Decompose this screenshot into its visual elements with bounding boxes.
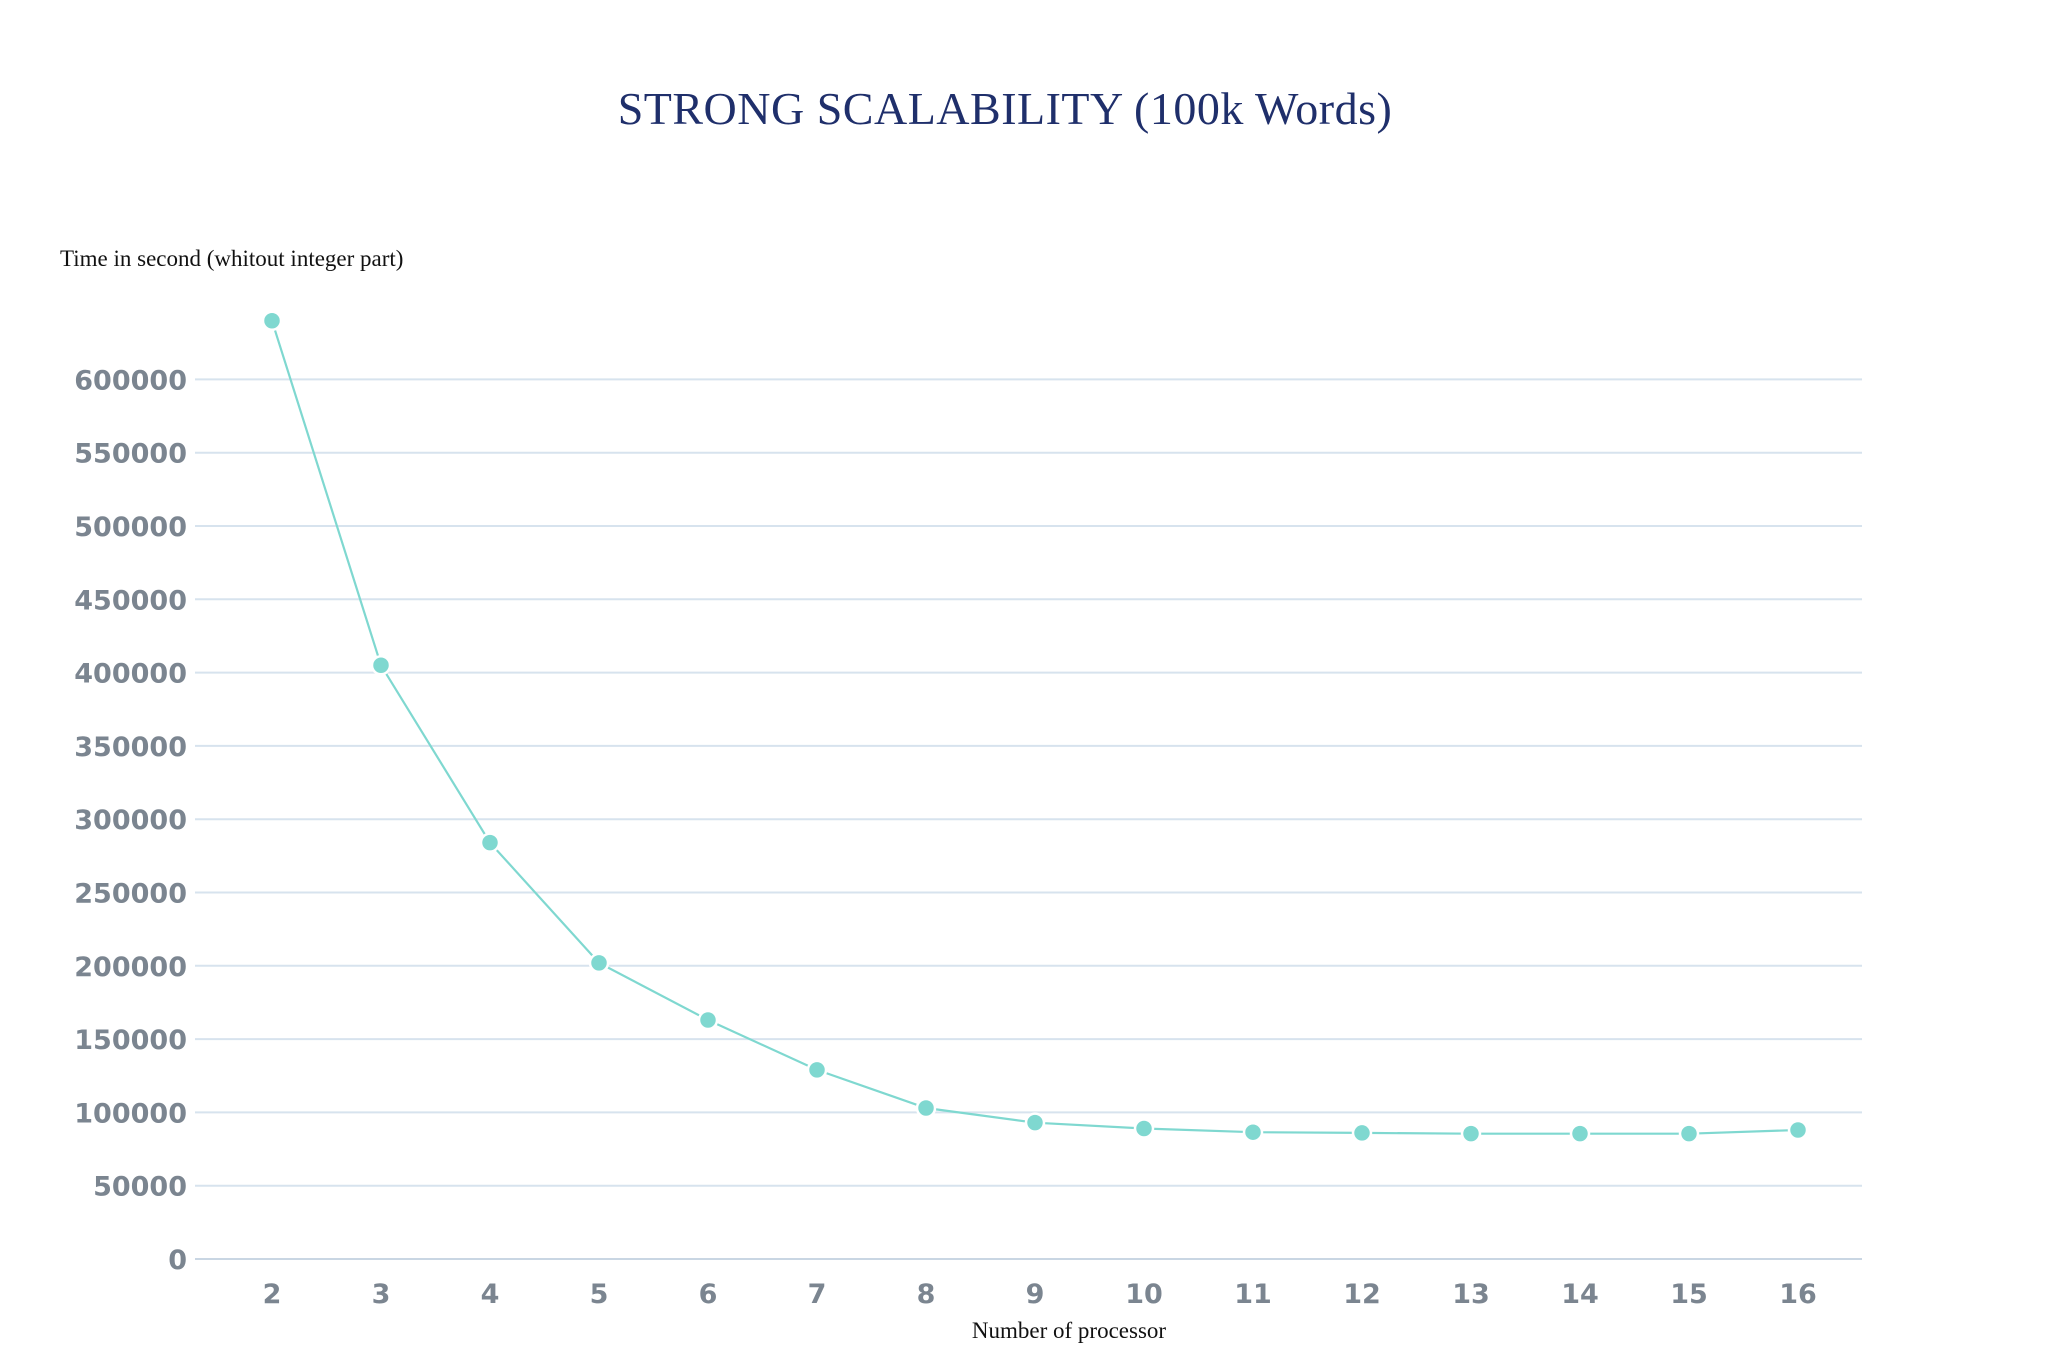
series-line [270, 320, 1799, 1135]
data-point [697, 1009, 719, 1031]
y-tick-label: 250000 [74, 879, 187, 910]
y-tick-label: 600000 [74, 365, 187, 396]
chart-title: STRONG SCALABILITY (100k Words) [617, 83, 1393, 134]
data-point [479, 832, 501, 853]
x-tick-label: 16 [1779, 1279, 1817, 1310]
y-tick-label: 200000 [74, 952, 187, 983]
data-point [806, 1059, 828, 1081]
x-tick-label: 3 [372, 1279, 391, 1310]
data-point [1351, 1122, 1373, 1144]
data-point [370, 655, 392, 676]
data-point [1460, 1123, 1482, 1144]
x-tick-label: 14 [1561, 1279, 1599, 1310]
x-tick-label: 2 [263, 1279, 282, 1310]
x-tick-label: 8 [917, 1279, 936, 1310]
x-tick-label: 10 [1125, 1279, 1163, 1310]
x-tick-label: 7 [808, 1279, 827, 1310]
y-tick-label: 350000 [74, 732, 187, 763]
x-tick-label: 11 [1234, 1279, 1272, 1310]
x-tick-label: 6 [699, 1279, 718, 1310]
y-tick-label: 500000 [74, 512, 187, 543]
data-point [1787, 1119, 1809, 1141]
data-point [915, 1097, 937, 1119]
x-tick-label: 13 [1452, 1279, 1490, 1310]
y-tick-label: 450000 [74, 585, 187, 616]
x-tick-label: 12 [1343, 1279, 1381, 1310]
x-axis-label: Number of processor [971, 1318, 1167, 1343]
x-tick-label: 5 [590, 1279, 609, 1310]
x-tick-label: 15 [1670, 1279, 1708, 1310]
y-tick-label: 550000 [74, 439, 187, 470]
y-tick-label: 100000 [74, 1098, 187, 1129]
x-tick-label: 4 [481, 1279, 500, 1310]
y-tick-label: 0 [168, 1245, 187, 1276]
y-tick-label: 300000 [74, 805, 187, 836]
data-point [261, 310, 283, 332]
y-axis-label: Time in second (whitout integer part) [60, 246, 404, 271]
data-point [588, 952, 610, 974]
data-point [1133, 1118, 1155, 1139]
data-point [1024, 1112, 1046, 1133]
y-tick-label: 400000 [74, 659, 187, 690]
x-tick-label: 9 [1026, 1279, 1045, 1310]
data-point [1569, 1123, 1591, 1144]
y-tick-label: 150000 [74, 1025, 187, 1056]
data-point [1678, 1123, 1700, 1144]
data-point [1242, 1121, 1264, 1143]
y-tick-label: 50000 [93, 1172, 187, 1203]
